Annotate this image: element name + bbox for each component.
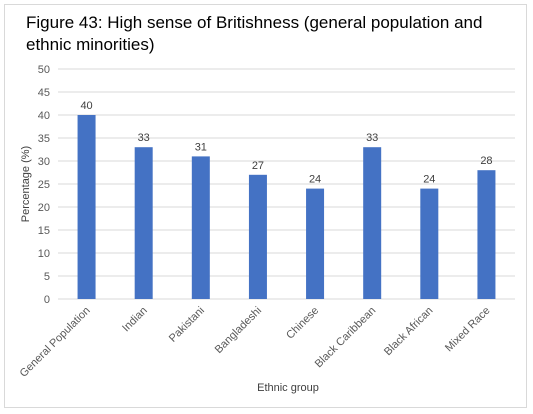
y-tick-label: 5 (44, 271, 50, 283)
gridlines (58, 68, 515, 300)
y-tick-label: 20 (38, 202, 50, 214)
bar (191, 156, 210, 299)
data-label: 24 (423, 174, 435, 186)
y-tick-label: 30 (38, 156, 50, 168)
bar (134, 147, 153, 299)
x-axis-title: Ethnic group (257, 382, 319, 394)
x-tick-label: Indian (120, 305, 150, 335)
y-tick-label: 40 (38, 110, 50, 122)
data-label: 40 (80, 100, 92, 112)
chart-title: Figure 43: High sense of Britishness (ge… (26, 13, 483, 54)
y-tick-label: 15 (38, 225, 50, 237)
data-labels: 40 33 31 27 24 33 24 28 (80, 100, 492, 186)
bar (248, 174, 267, 299)
x-tick-label: General Population (18, 305, 93, 380)
data-label: 33 (138, 132, 150, 144)
x-tick-label: Black Caribbean (313, 305, 379, 371)
bar (77, 115, 96, 299)
y-tick-label: 50 (38, 64, 50, 76)
y-tick-label: 0 (44, 294, 50, 306)
bar (363, 147, 382, 299)
y-axis-ticks: 0 5 10 15 20 25 30 35 40 45 50 (38, 64, 50, 306)
x-tick-label: Mixed Race (443, 305, 493, 355)
bar (306, 188, 325, 299)
x-tick-label: Black African (382, 305, 435, 358)
data-label: 24 (309, 174, 321, 186)
data-label: 28 (480, 155, 492, 167)
y-tick-label: 10 (38, 248, 50, 260)
bars (77, 115, 496, 299)
data-label: 31 (195, 141, 207, 153)
y-tick-label: 45 (38, 87, 50, 99)
y-tick-label: 25 (38, 179, 50, 191)
data-label: 27 (252, 160, 264, 172)
bar (420, 188, 439, 299)
data-label: 33 (366, 132, 378, 144)
bar (477, 170, 496, 299)
y-tick-label: 35 (38, 133, 50, 145)
x-tick-label: Chinese (284, 305, 321, 342)
x-tick-label: Bangladeshi (213, 305, 264, 356)
y-axis-title: Percentage (%) (20, 146, 32, 222)
x-tick-label: Pakistani (167, 305, 207, 345)
x-axis-ticks: General Population Indian Pakistani Banglad… (18, 305, 493, 380)
